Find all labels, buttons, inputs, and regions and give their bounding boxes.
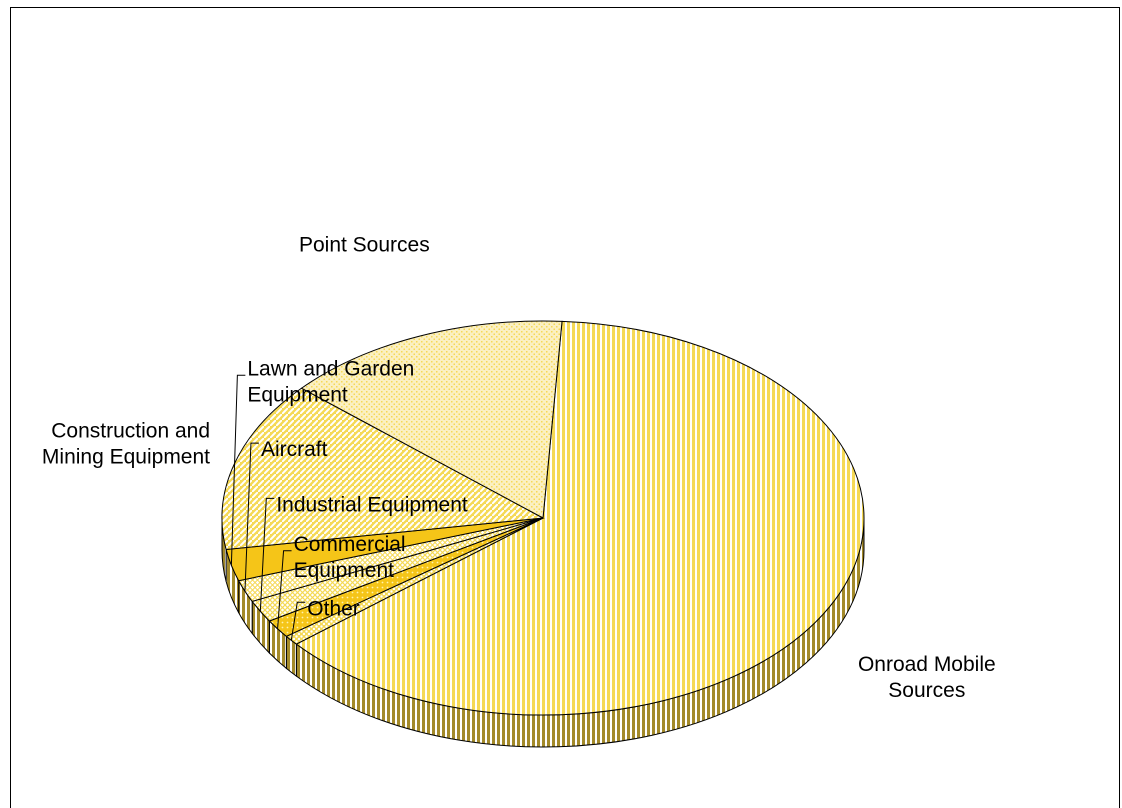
- slice-label-7-line-0: Point Sources: [299, 233, 430, 256]
- slice-label-6-line-0: Construction and: [51, 420, 210, 443]
- slice-label-2-line-1: Equipment: [294, 559, 395, 582]
- slice-label-5-line-1: Equipment: [247, 383, 348, 406]
- slice-label-3-line-0: Industrial Equipment: [276, 493, 468, 516]
- leader-line-5: [230, 374, 246, 566]
- pie-slice-layer: [221, 320, 865, 716]
- leader-line-3: [259, 497, 275, 612]
- label-layer: Onroad Mobile Sources Other Commercial Equip…: [42, 233, 996, 702]
- slice-0: [295, 320, 865, 716]
- slice-label-0-line-1: Sources: [888, 679, 965, 702]
- slice-label-1-line-0: Other: [307, 597, 360, 620]
- leader-line-1: [290, 601, 306, 641]
- slice-label-2-line-0: Commercial: [294, 533, 406, 556]
- slice-label-5-line-0: Lawn and Garden: [247, 357, 414, 380]
- leader-line-4: [244, 442, 259, 592]
- slice-7: [300, 320, 563, 519]
- slice-label-6-line-1: Mining Equipment: [42, 446, 210, 469]
- slice-label-0-line-0: Onroad Mobile: [858, 653, 996, 676]
- slice-label-4-line-0: Aircraft: [261, 438, 328, 461]
- leader-line-layer: [230, 374, 306, 641]
- leader-line-2: [277, 550, 292, 629]
